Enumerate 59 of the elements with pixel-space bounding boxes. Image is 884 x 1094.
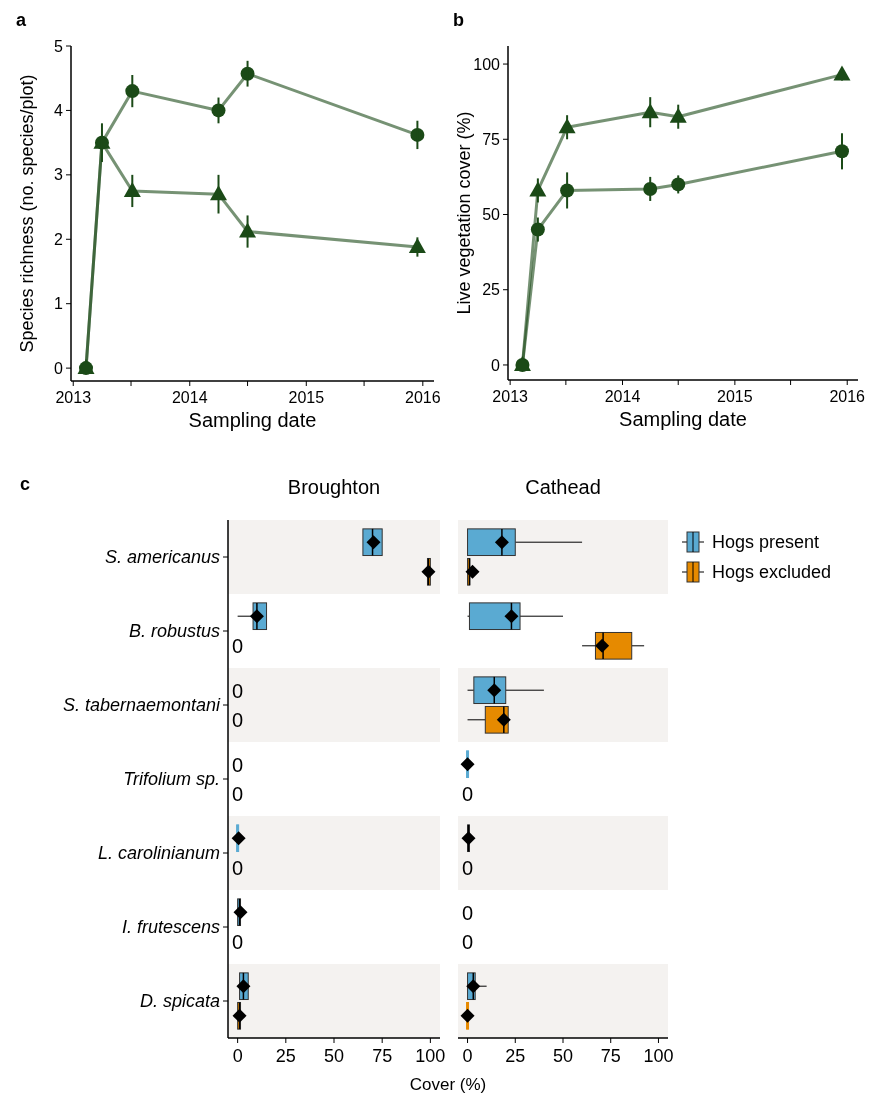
x-tick-label: 100 <box>643 1046 674 1066</box>
y-tick-label: L. carolinianum <box>97 843 221 864</box>
annotation: 0 <box>232 931 244 954</box>
y-tick-label: I. frutescens <box>121 917 220 938</box>
y-tick-label: D. spicata <box>139 991 220 1012</box>
x-tick-label: 75 <box>372 1046 393 1066</box>
x-tick-label: 25 <box>275 1046 296 1066</box>
x-tick-label: 50 <box>323 1046 345 1066</box>
annotation: 0 <box>461 857 474 880</box>
annotation: 0 <box>232 709 244 732</box>
x-tick-label: 2014 <box>604 388 641 405</box>
chart-title: a <box>16 10 27 30</box>
x-tick-label: 2015 <box>717 388 753 405</box>
x-tick-label: 100 <box>415 1046 446 1066</box>
x-tick-label: 2014 <box>171 389 208 406</box>
x-tick-label: 75 <box>600 1046 621 1066</box>
y-tick-label: 4 <box>54 102 64 120</box>
x-axis-title: Cover (%) <box>409 1075 487 1094</box>
text: c <box>20 474 31 494</box>
x-tick-label: 2015 <box>288 389 325 406</box>
chart-title: Cathead <box>525 476 601 498</box>
y-tick-label: B. robustus <box>128 621 220 642</box>
annotation: 0 <box>232 679 244 702</box>
y-tick-label: 100 <box>473 55 501 73</box>
annotation: 0 <box>232 753 244 776</box>
annotation: 0 <box>461 783 474 806</box>
x-tick-label: 0 <box>462 1046 473 1066</box>
y-tick-label: Trifolium sp. <box>123 769 220 790</box>
x-tick-label: 2013 <box>492 388 529 405</box>
x-axis-title: Sampling date <box>619 408 747 430</box>
annotation: 0 <box>461 931 474 954</box>
y-tick-label: 75 <box>482 130 501 148</box>
y-tick-label: 5 <box>54 37 64 55</box>
x-tick-label: 2013 <box>55 389 92 406</box>
y-tick-label: 0 <box>54 359 64 377</box>
x-tick-label: 50 <box>552 1046 574 1066</box>
y-tick-label: 1 <box>54 295 64 313</box>
chart-title: Broughton <box>287 476 381 498</box>
annotation: 0 <box>232 783 244 806</box>
x-tick-label: 0 <box>232 1046 243 1066</box>
annotation: 0 <box>461 901 474 924</box>
y-tick-label: S. tabernaemontani <box>62 695 221 716</box>
y-tick-label: 25 <box>482 281 501 299</box>
legend-label: Hogs present <box>712 532 820 553</box>
y-tick-label: 2 <box>54 230 64 248</box>
y-axis-title: Species richness (no. species/plot) <box>17 74 37 353</box>
y-tick-label: 0 <box>491 356 501 374</box>
x-tick-label: 2016 <box>405 389 441 406</box>
x-axis-title: Sampling date <box>188 409 317 431</box>
y-axis-title: Live vegetation cover (%) <box>454 111 474 315</box>
annotation: 0 <box>232 857 244 880</box>
x-tick-label: 25 <box>505 1046 526 1066</box>
y-tick-label: 3 <box>54 166 64 184</box>
annotation: 0 <box>232 635 244 658</box>
chart-title: b <box>453 10 464 30</box>
y-tick-label: S. americanus <box>104 547 220 568</box>
legend-label: Hogs excluded <box>712 562 832 583</box>
y-tick-label: 50 <box>482 206 501 224</box>
x-tick-label: 2016 <box>829 388 866 405</box>
